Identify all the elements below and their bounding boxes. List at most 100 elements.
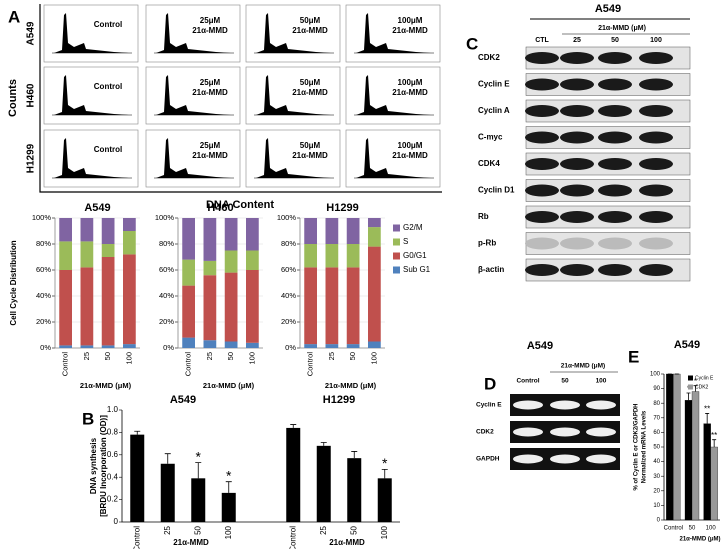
error-bar <box>134 430 141 435</box>
bar-segment <box>80 345 94 348</box>
bar-segment <box>203 275 217 341</box>
bar-segment <box>101 218 115 244</box>
protein-label: β-actin <box>478 265 504 274</box>
lane-label: 100 <box>650 37 662 44</box>
y-axis-label: % of Cyclin E or CDK2/GAPDH <box>634 403 640 490</box>
condition-label: 21α-MMD <box>292 151 328 160</box>
bar-segment <box>368 246 381 342</box>
legend-swatch <box>688 375 693 381</box>
legend-label: Cyclin E <box>695 375 714 381</box>
bar-segment <box>325 267 339 345</box>
blot-band <box>560 78 594 91</box>
y-tick-label: 1.0 <box>107 405 119 414</box>
blot-band <box>560 52 594 64</box>
bar-segment <box>101 244 115 257</box>
bar-segment <box>325 244 339 268</box>
gel-band <box>513 427 543 437</box>
significance: ** <box>704 405 710 414</box>
bar-segment <box>346 267 360 345</box>
axis <box>121 410 400 523</box>
row-label: A549 <box>26 21 37 45</box>
bar-segment <box>246 270 259 343</box>
condition-label: 100μM <box>398 141 423 150</box>
gel-band <box>586 400 616 410</box>
blot-band <box>598 52 632 64</box>
axis <box>663 374 720 521</box>
bar-segment <box>182 337 195 348</box>
y-tick-label: 70 <box>653 415 660 421</box>
gel-band <box>550 454 580 464</box>
y-tick-label: 10 <box>653 503 660 509</box>
y-tick-label: 0 <box>657 518 661 524</box>
lane-label: 50 <box>561 378 569 385</box>
x-tick-label: 50 <box>348 352 357 360</box>
group-title: A549 <box>170 394 196 406</box>
x-tick-label: 100 <box>706 526 717 532</box>
condition-label: Control <box>94 145 122 154</box>
y-tick-label: 0% <box>40 343 51 352</box>
bar-segment <box>224 250 238 273</box>
bar-segment <box>123 231 136 255</box>
legend-label: S <box>403 237 408 246</box>
blot-band <box>639 78 673 91</box>
bar-segment <box>246 250 259 270</box>
protein-label: p-Rb <box>478 239 496 248</box>
y-tick-label: 50 <box>653 445 660 451</box>
bar-segment <box>80 267 94 346</box>
x-tick-label: 25 <box>82 352 91 360</box>
y-tick-label: 40% <box>159 291 174 300</box>
panel-label: C <box>466 34 478 53</box>
x-tick-label: 25 <box>205 352 214 360</box>
condition-label: 25μM <box>200 78 221 87</box>
blot-band <box>560 264 594 276</box>
y-axis-label: Normalized mRNA Levels <box>642 410 648 483</box>
y-tick-label: 60% <box>281 265 296 274</box>
blot-band <box>598 237 632 250</box>
gel-band <box>513 400 543 410</box>
blot-title: A549 <box>595 3 621 15</box>
condition-label: 21α-MMD <box>292 26 328 35</box>
y-tick-label: 60% <box>159 265 174 274</box>
error-bar <box>290 424 297 428</box>
blot-band <box>560 184 594 197</box>
bar-segment <box>224 272 238 342</box>
bar-segment <box>304 344 317 348</box>
lane-label: 100 <box>596 378 607 385</box>
bar-segment <box>203 218 217 261</box>
y-tick-label: 100% <box>277 213 297 222</box>
x-tick-label: 50 <box>193 525 202 534</box>
bar-segment <box>59 270 72 346</box>
protein-label: CDK2 <box>478 53 500 62</box>
gene-label: Cyclin E <box>476 402 502 409</box>
y-tick-label: 0.6 <box>107 450 119 459</box>
blot-band <box>598 78 632 91</box>
error-bar <box>195 462 202 479</box>
blot-band <box>525 264 559 276</box>
bar-segment <box>203 260 217 276</box>
bar-segment <box>304 218 317 244</box>
protein-label: Cyclin E <box>478 80 510 89</box>
condition-label: 21α-MMD <box>292 88 328 97</box>
protein-label: Cyclin D1 <box>478 186 515 195</box>
protein-label: C-myc <box>478 133 503 142</box>
x-tick-label: Control <box>184 352 193 377</box>
condition-label: 50μM <box>300 16 321 25</box>
gel-band <box>586 427 616 437</box>
bar-segment <box>304 267 317 345</box>
legend-swatch <box>393 266 400 274</box>
histogram-panel <box>43 129 139 188</box>
blot-band <box>639 105 673 117</box>
blot-band <box>525 78 559 91</box>
x-tick-label: 50 <box>226 352 235 360</box>
gel-band <box>550 400 580 410</box>
y-tick-label: 80% <box>159 239 174 248</box>
x-axis-label: 21α-MMD (μM) <box>679 537 720 543</box>
condition-label: 100μM <box>398 16 423 25</box>
x-tick-label: Control <box>132 526 141 549</box>
bar-segment <box>368 341 381 348</box>
significance: * <box>694 377 697 386</box>
bar <box>377 478 392 522</box>
bar <box>316 445 331 522</box>
x-tick-label: Control <box>306 352 315 377</box>
